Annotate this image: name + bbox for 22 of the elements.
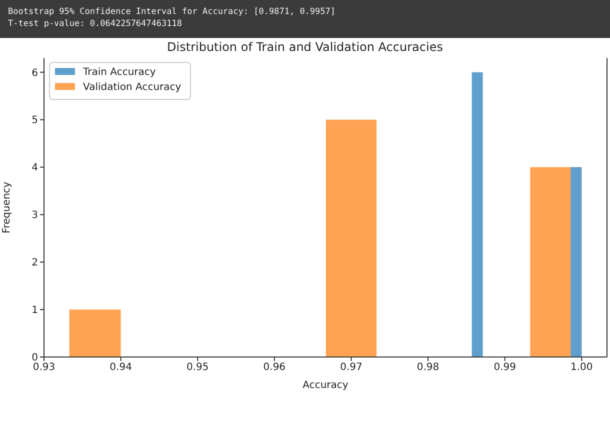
x-tick-label: 0.94 (110, 362, 132, 374)
x-tick-label: 0.98 (416, 362, 440, 374)
x-axis-title: Accuracy (302, 380, 348, 391)
text: Bootstrap 95% Confidence Interval for Accuracy: [0.9871, 0.9957] (8, 6, 337, 18)
x-tick-label: 0.95 (186, 362, 209, 374)
y-tick-label: 2 (32, 258, 38, 269)
x-tick-label: 0.93 (32, 362, 56, 374)
x-tick-label: 0.96 (263, 362, 286, 374)
y-tick-label: 5 (32, 115, 38, 126)
legend-label: Validation Accuracy (83, 82, 182, 93)
y-tick-label: 3 (32, 210, 38, 222)
y-tick-label: 4 (32, 162, 38, 174)
y-tick-label: 0 (32, 352, 38, 364)
y-tick-label: 1 (32, 305, 38, 316)
y-axis-title: Frequency (2, 182, 13, 234)
chart-title: Distribution of Train and Validation Accuracies (166, 40, 444, 54)
y-tick-label: 6 (32, 68, 38, 79)
text: T-test p-value: 0.0642257647463118 (8, 18, 183, 30)
x-tick-label: 0.97 (340, 362, 362, 374)
x-tick-label: 0.99 (494, 362, 516, 374)
x-tick-label: 1.00 (570, 362, 593, 374)
legend-label: Train Accuracy (82, 67, 156, 78)
